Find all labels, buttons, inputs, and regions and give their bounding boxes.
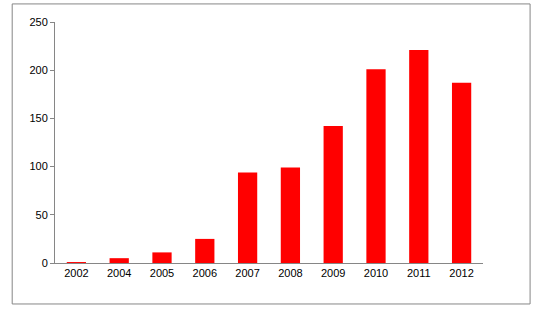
- svg-text:2007: 2007: [235, 267, 259, 279]
- svg-text:250: 250: [29, 16, 47, 28]
- svg-text:2009: 2009: [321, 267, 345, 279]
- svg-text:0: 0: [42, 257, 48, 269]
- svg-text:100: 100: [29, 160, 47, 172]
- svg-text:2008: 2008: [278, 267, 302, 279]
- svg-text:2011: 2011: [407, 267, 431, 279]
- svg-text:2006: 2006: [193, 267, 217, 279]
- svg-text:2005: 2005: [150, 267, 174, 279]
- svg-text:2010: 2010: [364, 267, 388, 279]
- svg-text:2002: 2002: [64, 267, 88, 279]
- svg-text:2004: 2004: [107, 267, 131, 279]
- svg-text:50: 50: [36, 209, 48, 221]
- svg-text:200: 200: [29, 64, 47, 76]
- svg-text:2012: 2012: [449, 267, 473, 279]
- svg-text:150: 150: [29, 112, 47, 124]
